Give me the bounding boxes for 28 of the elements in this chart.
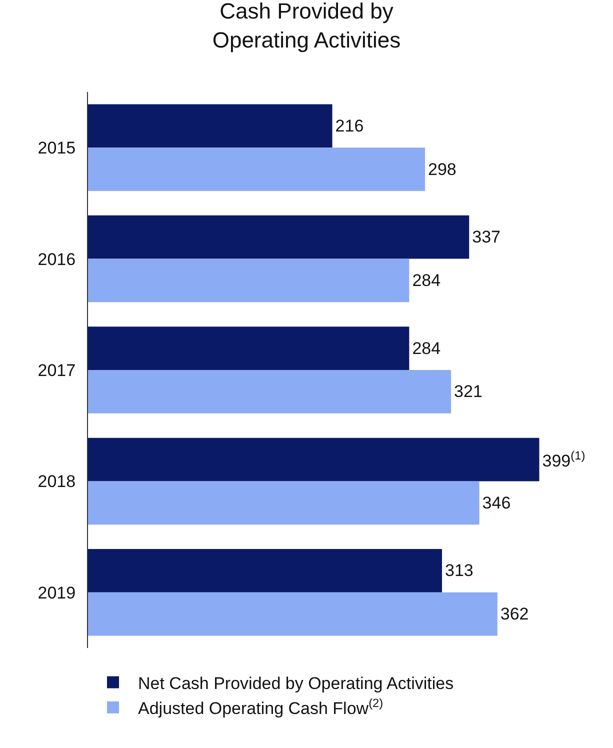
data-label: 321 bbox=[454, 382, 482, 402]
legend-label: Adjusted Operating Cash Flow$^{(2)}$ bbox=[138, 696, 384, 718]
data-label: 284 bbox=[412, 338, 441, 358]
y-tick-label: 2015 bbox=[38, 138, 76, 158]
data-label: 362 bbox=[500, 604, 529, 624]
y-tick-label: 2018 bbox=[38, 472, 76, 492]
data-label: 399$^{(1)}$ bbox=[542, 448, 586, 471]
y-tick-label: 2017 bbox=[38, 360, 76, 380]
data-label: 216 bbox=[335, 116, 364, 136]
y-tick-label: 2016 bbox=[38, 250, 76, 269]
data-label: 284 bbox=[412, 270, 441, 290]
bar bbox=[88, 370, 452, 414]
bar bbox=[88, 215, 470, 259]
bar bbox=[88, 104, 332, 148]
data-label: 346 bbox=[482, 493, 511, 512]
bar bbox=[88, 258, 410, 302]
bar bbox=[88, 549, 442, 592]
bar bbox=[88, 326, 410, 370]
bar bbox=[88, 592, 498, 636]
legend-label: Net Cash Provided by Operating Activities bbox=[138, 674, 454, 693]
chart-title: Cash Provided by Operating Activities bbox=[212, 0, 401, 52]
bar bbox=[88, 148, 426, 191]
data-label: 313 bbox=[444, 561, 474, 580]
bar bbox=[88, 481, 480, 525]
y-tick-label: 2019 bbox=[38, 583, 76, 602]
data-label: 337 bbox=[472, 228, 501, 247]
bar bbox=[88, 438, 540, 482]
data-label: 298 bbox=[428, 160, 456, 179]
